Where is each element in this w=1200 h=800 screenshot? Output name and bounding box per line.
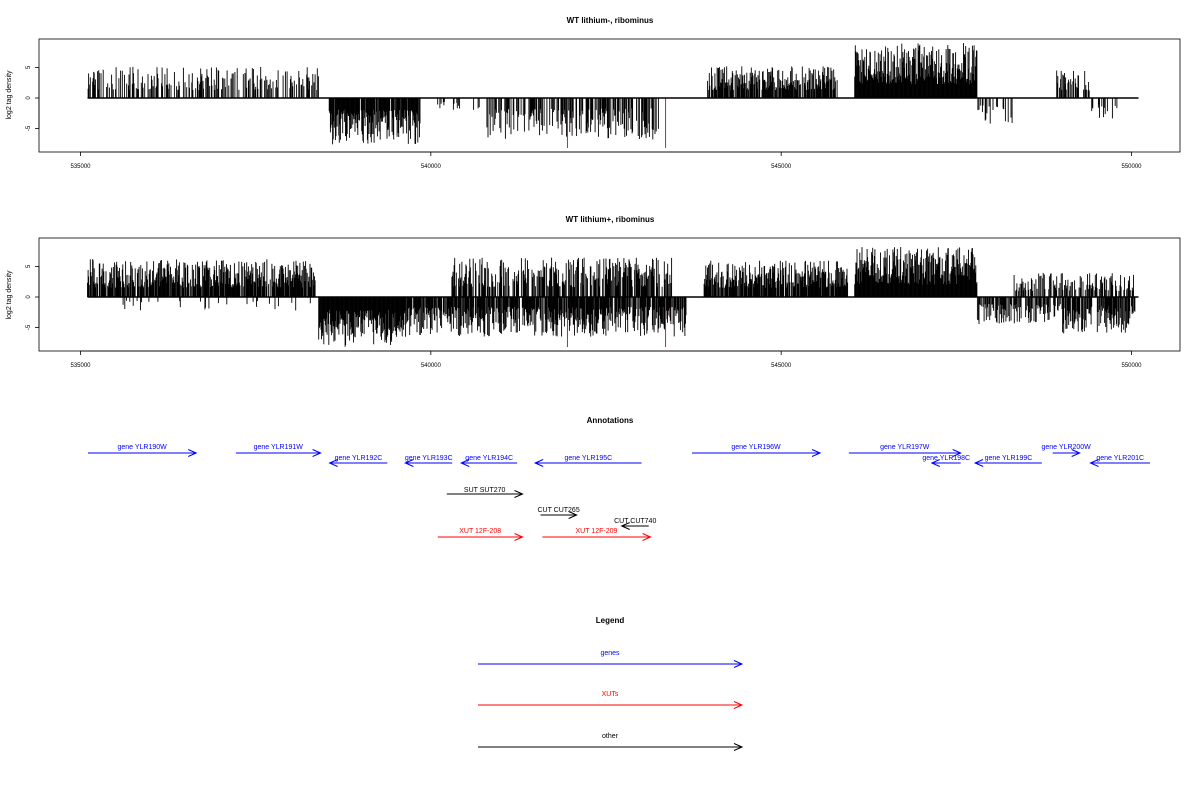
feature-label: gene YLR191W — [254, 444, 304, 451]
feature-arrow: gene YLR195C — [533, 455, 642, 467]
x-axis: 535000 540000 545000 550000 — [70, 350, 1142, 369]
y-tick-label: -5 — [26, 125, 32, 131]
feature-arrow: gene YLR194C — [459, 455, 518, 467]
x-tick-label: 545000 — [771, 164, 792, 170]
x-tick-label: 550000 — [1121, 164, 1142, 170]
feature-arrow: SUT SUT270 — [446, 487, 524, 498]
legend-label: XUTs — [602, 691, 619, 698]
x-axis: 535000 540000 545000 550000 — [70, 151, 1142, 170]
plot-title: WT lithium+, ribominus — [566, 215, 655, 224]
density-plot-lithium-plus: WT lithium+, ribominus log2 tag density … — [6, 215, 1181, 369]
annotations-title: Annotations — [587, 416, 634, 425]
feature-arrow: gene YLR193C — [404, 455, 453, 467]
x-tick-label: 540000 — [421, 363, 442, 369]
x-tick-label: 550000 — [1121, 363, 1142, 369]
feature-arrow: gene YLR199C — [973, 455, 1042, 467]
density-bars — [87, 43, 1118, 145]
feature-label: gene YLR194C — [465, 455, 513, 462]
y-tick-label: 0 — [26, 96, 32, 100]
density-plot-lithium-minus: WT lithium-, ribominus log2 tag density … — [6, 16, 1181, 170]
feature-arrow: gene YLR192C — [328, 455, 388, 467]
feature-arrow: gene YLR191W — [235, 444, 322, 457]
y-tick-label: 0 — [26, 295, 32, 299]
y-tick-label: 5 — [26, 264, 32, 268]
feature-arrow: gene YLR197W — [848, 444, 962, 457]
feature-label: gene YLR195C — [564, 455, 612, 462]
density-bars — [87, 247, 1136, 347]
plot-title: WT lithium-, ribominus — [567, 16, 654, 25]
feature-label: XUT 12F-208 — [459, 528, 501, 535]
legend-title: Legend — [596, 616, 625, 625]
annotations-track: Annotations gene YLR190W gene YLR191Wgene… — [88, 416, 1150, 541]
feature-arrow: CUT CUT265 — [537, 507, 580, 519]
feature-label: gene YLR196W — [731, 444, 781, 451]
feature-label: gene YLR200W — [1042, 444, 1092, 451]
y-axis: -5 0 5 — [26, 65, 40, 131]
legend-label: genes — [600, 650, 620, 657]
feature-label: XUT 12F-209 — [576, 528, 618, 535]
y-tick-label: -5 — [26, 324, 32, 330]
highlight-bars — [566, 98, 667, 149]
feature-arrow: gene YLR190W — [88, 444, 198, 457]
feature-arrow: gene YLR200W — [1042, 444, 1092, 457]
feature-arrows: gene YLR190W gene YLR191W gene YLR192C gene… — [88, 444, 1150, 541]
legend-item-xut: XUTs — [478, 691, 744, 709]
legend-label: other — [602, 733, 619, 740]
feature-label: gene YLR199C — [985, 455, 1033, 462]
x-tick-label: 535000 — [70, 363, 91, 369]
feature-arrow: gene YLR196W — [692, 444, 822, 457]
feature-label: SUT SUT270 — [464, 487, 506, 494]
legend: Legend genes XUTs other — [478, 616, 744, 751]
y-tick-label: 5 — [26, 65, 32, 69]
legend-item-other: other — [478, 733, 744, 751]
feature-label: gene YLR201C — [1096, 455, 1144, 462]
feature-arrow: gene YLR201C — [1089, 455, 1150, 467]
feature-label: gene YLR197W — [880, 444, 930, 451]
legend-item-gene: genes — [478, 650, 744, 668]
y-axis-label: log2 tag density — [6, 270, 13, 320]
x-tick-label: 540000 — [421, 164, 442, 170]
feature-label: gene YLR190W — [117, 444, 167, 451]
feature-label: CUT CUT265 — [537, 507, 579, 514]
legend-items: genes XUTs other — [478, 650, 744, 751]
feature-arrow: CUT CUT740 — [614, 518, 656, 530]
feature-label: CUT CUT740 — [614, 518, 656, 525]
feature-arrow: XUT 12F-209 — [542, 528, 652, 541]
y-axis: -5 0 5 — [26, 264, 40, 330]
x-tick-label: 545000 — [771, 363, 792, 369]
feature-label: gene YLR193C — [405, 455, 453, 462]
feature-label: gene YLR192C — [335, 455, 383, 462]
feature-arrow: gene YLR198C — [922, 455, 970, 467]
x-tick-label: 535000 — [70, 164, 91, 170]
feature-label: gene YLR198C — [922, 455, 970, 462]
highlight-bars — [566, 297, 667, 348]
y-axis-label: log2 tag density — [6, 70, 13, 120]
feature-arrow: XUT 12F-208 — [437, 528, 524, 541]
